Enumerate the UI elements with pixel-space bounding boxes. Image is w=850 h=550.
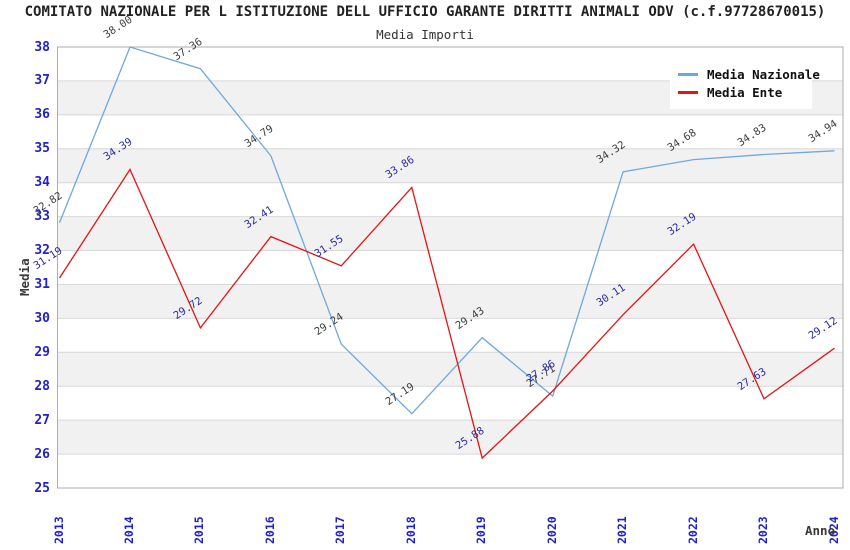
x-tick-label: 2019: [474, 516, 489, 544]
plot-band: [57, 148, 843, 183]
media-ente-line: [58, 168, 835, 460]
y-tick-label: 36: [34, 107, 50, 123]
chart-title: COMITATO NAZIONALE PER L ISTITUZIONE DEL…: [24, 4, 826, 20]
x-tick-label: 2018: [403, 516, 418, 544]
x-tick-label: 2013: [51, 516, 66, 544]
plot-band: [57, 216, 843, 251]
y-tick-label: 29: [34, 344, 50, 360]
plot-band: [57, 420, 843, 455]
y-tick-label: 38: [34, 39, 50, 55]
legend-label-media-nazionale: Media Nazionale: [707, 66, 820, 82]
y-tick-label: 30: [34, 310, 50, 326]
legend-item-media-nazionale: Media Nazionale: [678, 66, 820, 82]
y-tick-label: 35: [34, 141, 50, 157]
x-tick-label: 2020: [544, 516, 559, 544]
y-tick-label: 33: [34, 209, 50, 225]
y-tick-label: 26: [34, 446, 50, 462]
legend-item-media-ente: Media Ente: [678, 84, 804, 100]
y-tick-label: 25: [34, 480, 50, 496]
media-ente-line-swatch-icon: [678, 90, 698, 94]
y-tick-label: 31: [34, 276, 50, 292]
x-tick-label: 2022: [685, 516, 700, 544]
x-tick-label: 2014: [121, 516, 136, 544]
y-tick-label: 28: [34, 378, 50, 394]
y-tick-label: 34: [34, 175, 50, 191]
x-tick-label: 2021: [615, 516, 630, 544]
plot-band: [57, 352, 843, 387]
y-tick-label: 32: [34, 243, 50, 259]
x-tick-label: 2015: [192, 516, 207, 544]
legend-label-media-ente: Media Ente: [707, 84, 783, 100]
legend: Media Nazionale Media Ente: [670, 57, 820, 109]
plot-border: [57, 46, 844, 489]
x-tick-label: 2017: [333, 516, 348, 544]
media-nazionale-line-swatch-icon: [678, 72, 698, 76]
y-axis-title: Media: [17, 258, 32, 296]
media-nazionale-line: [58, 46, 835, 415]
x-axis-title: Anno: [805, 523, 836, 538]
y-tick-label: 37: [34, 73, 50, 89]
y-tick-label: 27: [34, 412, 50, 428]
x-tick-label: 2023: [756, 516, 771, 544]
x-tick-label: 2016: [262, 516, 277, 544]
chart-subtitle: Media Importi: [376, 27, 474, 42]
